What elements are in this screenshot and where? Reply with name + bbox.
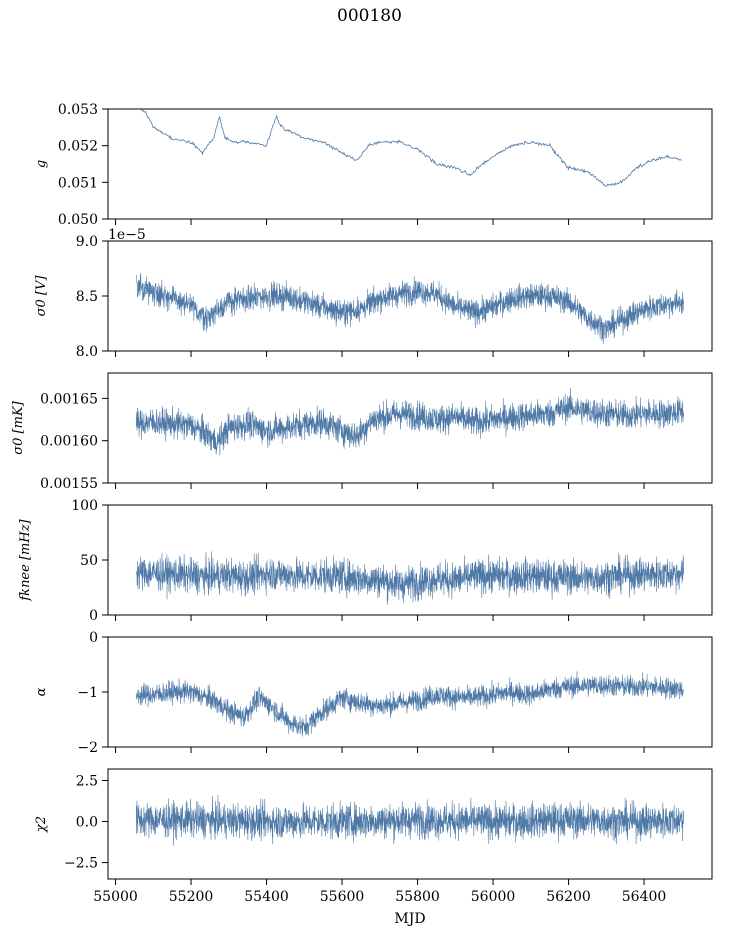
chart-panel-2: 8.0 8.5 9.0 σ0 [V] 1e−5: [34, 227, 713, 360]
y-axis-label: χ2: [34, 816, 49, 833]
y-tick-label: 0.050: [58, 212, 98, 228]
offset-label: 1e−5: [108, 227, 146, 243]
y-axis-label: σ0 [V]: [34, 275, 49, 317]
y-tick-label: 0.00155: [40, 476, 98, 492]
y-tick-label: 8.5: [76, 289, 98, 305]
plot-frame: [107, 108, 713, 220]
series-line: [136, 551, 684, 605]
plot-frame: [107, 768, 713, 880]
y-tick-label: 0.051: [58, 175, 98, 191]
x-tick-label: 56000: [471, 889, 516, 905]
y-tick-label: 0: [89, 608, 98, 624]
chart-panel-3: 0.00155 0.00160 0.00165 σ0 [mK]: [11, 372, 713, 492]
series-line: [137, 109, 683, 187]
y-tick-label: 0.052: [58, 139, 98, 155]
plot-frame: [107, 504, 713, 616]
y-tick-label: −1: [77, 685, 98, 701]
y-axis-label: α: [34, 687, 49, 696]
y-tick-label: −2.5: [64, 856, 98, 872]
chart-panel-5: −2 −1 0 α: [34, 630, 713, 756]
series-line: [136, 272, 684, 344]
figure-title: 000180: [337, 6, 402, 26]
chart-panel-1: 0.050 0.051 0.052 0.053 g: [34, 102, 713, 228]
plot-frame: [107, 372, 713, 484]
x-axis-label: MJD: [394, 911, 425, 927]
x-tick-label: 55400: [244, 889, 289, 905]
y-tick-label: −2: [77, 740, 98, 756]
y-tick-label: 0.0: [76, 815, 98, 831]
x-tick-label: 55600: [320, 889, 365, 905]
y-tick-label: 2.5: [76, 773, 98, 789]
series-line: [136, 794, 684, 846]
y-tick-label: 50: [80, 553, 98, 569]
y-axis-label: fknee [mHz]: [18, 518, 33, 601]
y-tick-label: 0.053: [58, 102, 98, 118]
x-tick-label: 55200: [169, 889, 214, 905]
x-tick-label: 55800: [395, 889, 440, 905]
y-tick-label: 9.0: [76, 234, 98, 250]
y-tick-label: 8.0: [76, 344, 98, 360]
y-tick-label: 0.00165: [40, 391, 98, 407]
x-tick-label: 55000: [93, 889, 138, 905]
y-tick-label: 0: [89, 630, 98, 646]
series-line: [136, 388, 684, 456]
x-tick-label: 56400: [622, 889, 667, 905]
series-line: [136, 671, 684, 737]
y-axis-label: σ0 [mK]: [11, 400, 26, 454]
chart-panel-6: −2.5 0.0 2.5 55000 55200 55400 55600 55800 56000…: [34, 768, 713, 927]
x-tick-label: 56200: [546, 889, 591, 905]
y-axis-label: g: [34, 160, 49, 168]
y-tick-label: 100: [71, 498, 98, 514]
plot-frame: [107, 240, 713, 352]
y-tick-label: 0.00160: [40, 434, 98, 450]
chart-panel-4: 0 50 100 fknee [mHz]: [18, 498, 713, 624]
